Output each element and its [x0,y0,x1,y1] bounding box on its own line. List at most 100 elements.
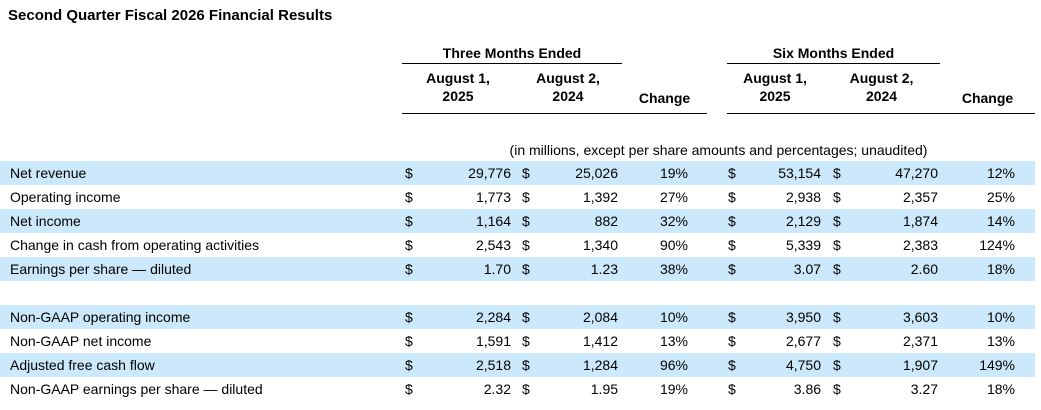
empty-cell [0,63,402,113]
dollar-sign: $ [833,333,841,349]
percent-change-cell-tm: 19% [622,161,708,185]
units-note: (in millions, except per share amounts a… [509,142,928,158]
dollar-sign: $ [728,333,736,349]
table-row: Net revenue $29,776 $25,026 19% $53,154 … [0,161,1036,185]
percent-change-cell-tm: 10% [622,305,708,329]
money-cell-tm-2025: $2,518 [402,353,514,377]
money-value: 47,270 [895,165,939,181]
money-cell-sm-2024: $47,270 [823,161,941,185]
column-header-line: August 2, [536,69,600,86]
row-label: Earnings per share — diluted [0,257,402,281]
money-cell-tm-2024: $1,392 [514,185,622,209]
table-row: Non-GAAP net income $1,591 $1,412 13% $2… [0,329,1035,353]
column-spacer [707,233,727,257]
row-label: Net revenue [0,161,402,185]
column-header-tm-change: Change [622,63,708,114]
table-row: Adjusted free cash flow $2,518 $1,284 96… [0,353,1036,377]
group-header-six-months: Six Months Ended [727,44,941,64]
column-header-sm-2024: August 2, 2024 [823,63,941,114]
empty-cell [0,113,1035,140]
page-title: Second Quarter Fiscal 2026 Financial Res… [8,7,333,24]
section-spacer-row [0,281,1035,305]
dollar-sign: $ [833,237,841,253]
money-value: 25,026 [575,165,619,181]
money-cell-sm-2024: $3,603 [823,305,941,329]
money-cell-sm-2025: $2,938 [727,185,823,209]
dollar-sign: $ [728,213,736,229]
money-cell-tm-2024: $882 [514,209,623,233]
dollar-sign: $ [522,165,530,181]
money-cell-sm-2024: $2.60 [823,257,941,281]
money-value: 1,392 [582,189,619,205]
row-label: Change in cash from operating activities [10,237,260,253]
dollar-sign: $ [522,213,530,229]
percent-change-cell-sm: 14% [940,209,1036,233]
dollar-sign: $ [405,333,413,349]
table-row: Operating income $1,773 $1,392 27% $2,93… [0,185,1035,209]
money-value: 1,907 [902,357,939,373]
column-header-sm-change: Change [940,63,1036,114]
money-cell-tm-2025: $1,591 [402,329,514,353]
units-note-row: (in millions, except per share amounts a… [0,140,1035,161]
column-header-tm-2025: August 1, 2025 [402,63,514,114]
dollar-sign: $ [522,309,530,325]
column-header-line: August 2, [849,69,914,86]
empty-cell [0,44,402,63]
money-cell-sm-2024: $2,371 [823,329,940,353]
dollar-sign: $ [833,261,841,277]
row-label: Non-GAAP operating income [0,305,402,329]
table-row: Change in cash from operating activities… [0,233,1035,257]
money-cell-sm-2025: $4,750 [727,353,824,377]
percent-change-cell-sm: 25% [986,189,1016,205]
money-cell-sm-2024: $1,907 [823,353,941,377]
dollar-sign: $ [833,381,841,397]
dollar-sign: $ [522,381,530,397]
money-cell-tm-2024: $1,340 [514,233,622,257]
money-value: 2,518 [475,357,511,373]
financial-table-body: Three Months Ended Six Months Ended Augu… [0,44,1036,401]
percent-change-cell-sm: 18% [940,257,1036,281]
dollar-sign: $ [833,189,841,205]
percent-change-cell-tm: 38% [622,257,708,281]
money-cell-tm-2025: $2,284 [402,305,514,329]
money-cell-tm-2025: $2,543 [402,233,514,257]
money-cell-sm-2025: $2,129 [727,209,824,233]
empty-cell [622,44,707,63]
percent-change-cell-tm: 90% [659,237,689,253]
table-row: Non-GAAP earnings per share — diluted $2… [0,377,1035,401]
column-header-line: 2025 [442,87,474,104]
percent-change-cell-tm: 27% [659,189,689,205]
dollar-sign: $ [728,189,736,205]
column-header-line: 2024 [552,87,584,104]
dollar-sign: $ [728,165,736,181]
dollar-sign: $ [405,381,413,397]
money-cell-sm-2025: $3,950 [727,305,824,329]
money-value: 5,339 [785,237,822,253]
dollar-sign: $ [522,189,530,205]
dollar-sign: $ [833,357,841,373]
money-value: 3.27 [910,381,939,397]
table-row: Earnings per share — diluted $1.70 $1.23… [0,257,1036,281]
money-value: 2,938 [785,189,822,205]
money-value: 53,154 [778,165,822,181]
money-value: 2.32 [483,381,511,397]
money-value: 1,874 [902,213,939,229]
money-cell-tm-2024: $1,284 [514,353,623,377]
header-gap-row [0,113,1035,140]
money-value: 29,776 [468,165,511,181]
column-spacer [707,329,727,353]
dollar-sign: $ [522,261,530,277]
money-value: 882 [594,213,619,229]
row-label: Net income [0,209,402,233]
money-cell-sm-2024: $2,357 [823,185,940,209]
column-spacer [707,305,728,329]
column-spacer [707,353,728,377]
column-header-line: 2025 [759,87,791,104]
percent-change-cell-sm: 13% [986,333,1016,349]
column-spacer [707,209,728,233]
dollar-sign: $ [405,237,413,253]
table-row: Net income $1,164 $882 32% $2,129 $1,874… [0,209,1036,233]
money-cell-sm-2025: $3.86 [727,377,823,401]
dollar-sign: $ [728,237,736,253]
dollar-sign: $ [728,309,736,325]
